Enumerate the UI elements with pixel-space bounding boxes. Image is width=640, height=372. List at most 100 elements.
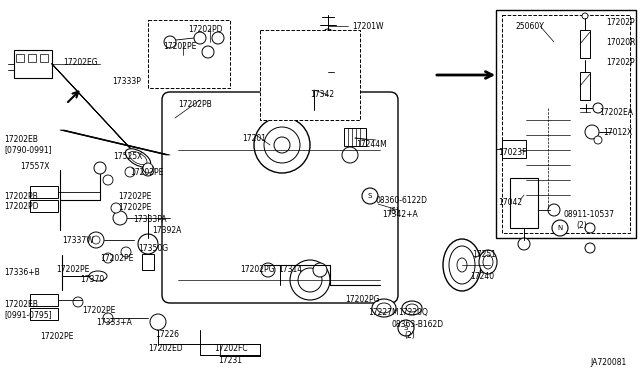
Bar [16,54,24,62]
Ellipse shape [129,151,147,165]
Bar [148,20,230,88]
Bar [580,72,590,100]
Circle shape [88,232,104,248]
Text: 17202PE: 17202PE [130,168,163,177]
Circle shape [125,167,135,177]
Circle shape [113,211,127,225]
Text: [0991-0795]: [0991-0795] [4,310,52,319]
Circle shape [518,238,530,250]
Circle shape [264,127,300,163]
Text: 17333PA: 17333PA [133,215,166,224]
Text: 17525X: 17525X [113,152,142,161]
Circle shape [202,46,214,58]
Circle shape [585,223,595,233]
Circle shape [103,253,113,263]
Circle shape [121,247,131,257]
Circle shape [164,36,176,48]
Text: 17023F: 17023F [498,148,527,157]
Ellipse shape [457,258,467,272]
Circle shape [552,220,568,236]
Text: 17042: 17042 [498,198,522,207]
Text: 17336+B: 17336+B [4,268,40,277]
Ellipse shape [89,271,107,281]
Text: 17202ED: 17202ED [148,344,182,353]
Text: 17333+A: 17333+A [96,318,132,327]
Bar [30,308,58,320]
Text: 17202PB: 17202PB [178,100,212,109]
Ellipse shape [443,239,481,291]
Text: 17202EB: 17202EB [4,135,38,144]
Bar [502,140,526,158]
Text: 17202EG: 17202EG [63,58,98,67]
Text: 17337W: 17337W [62,236,93,245]
Ellipse shape [406,304,418,312]
Text: (6): (6) [388,207,399,216]
Text: JA720081: JA720081 [590,358,627,367]
Circle shape [585,243,595,253]
Text: (2): (2) [404,331,415,340]
Text: 17201: 17201 [242,134,266,143]
Text: 25060Y: 25060Y [516,22,545,31]
Circle shape [274,137,290,153]
Circle shape [92,236,100,244]
Bar [510,178,538,228]
Text: 17202PE: 17202PE [100,254,133,263]
Bar [260,30,360,120]
Ellipse shape [449,246,475,284]
Text: (2): (2) [576,221,587,230]
Circle shape [548,204,560,216]
Ellipse shape [377,303,391,313]
Text: 17202EA: 17202EA [599,108,633,117]
Text: 17201W: 17201W [352,22,383,31]
Text: 17251: 17251 [472,250,496,259]
Bar [28,54,36,62]
Circle shape [142,164,154,176]
Ellipse shape [125,149,150,167]
Text: 17244M: 17244M [356,140,387,149]
Circle shape [111,203,121,213]
Text: 17342+A: 17342+A [382,210,418,219]
Bar [40,54,48,62]
Text: 17020R: 17020R [606,38,636,47]
Ellipse shape [479,250,497,274]
Text: 17226: 17226 [155,330,179,339]
Circle shape [261,263,275,277]
Circle shape [585,125,599,139]
Circle shape [138,234,158,254]
Text: 17202P: 17202P [606,18,635,27]
Ellipse shape [295,42,333,94]
Text: 17370: 17370 [80,275,104,284]
Ellipse shape [372,299,396,317]
Ellipse shape [302,50,326,86]
Circle shape [362,188,378,204]
Circle shape [398,320,414,336]
Text: 17202PD: 17202PD [4,202,38,211]
Circle shape [194,32,206,44]
Text: 17202P: 17202P [606,58,635,67]
Bar [142,254,154,270]
Bar [298,68,306,80]
Text: 17012X: 17012X [603,128,632,137]
Text: 08363-B162D: 08363-B162D [392,320,444,329]
Circle shape [94,162,106,174]
Circle shape [342,147,358,163]
Text: 17202PB: 17202PB [4,192,38,201]
Text: [0790-0991]: [0790-0991] [4,145,52,154]
Bar [30,200,58,212]
Text: 17557X: 17557X [20,162,49,171]
Circle shape [543,60,553,70]
Text: S: S [404,325,408,331]
Bar [496,10,636,238]
Circle shape [313,263,327,277]
Text: 17240: 17240 [470,272,494,281]
Text: N: N [557,225,563,231]
Bar [502,15,630,233]
Text: 17314: 17314 [278,265,302,274]
Bar [522,108,574,208]
Text: 08360-6122D: 08360-6122D [376,196,428,205]
Bar [30,294,58,306]
Circle shape [103,175,113,185]
Text: 17342: 17342 [310,90,334,99]
Circle shape [212,32,224,44]
Bar [580,30,590,58]
